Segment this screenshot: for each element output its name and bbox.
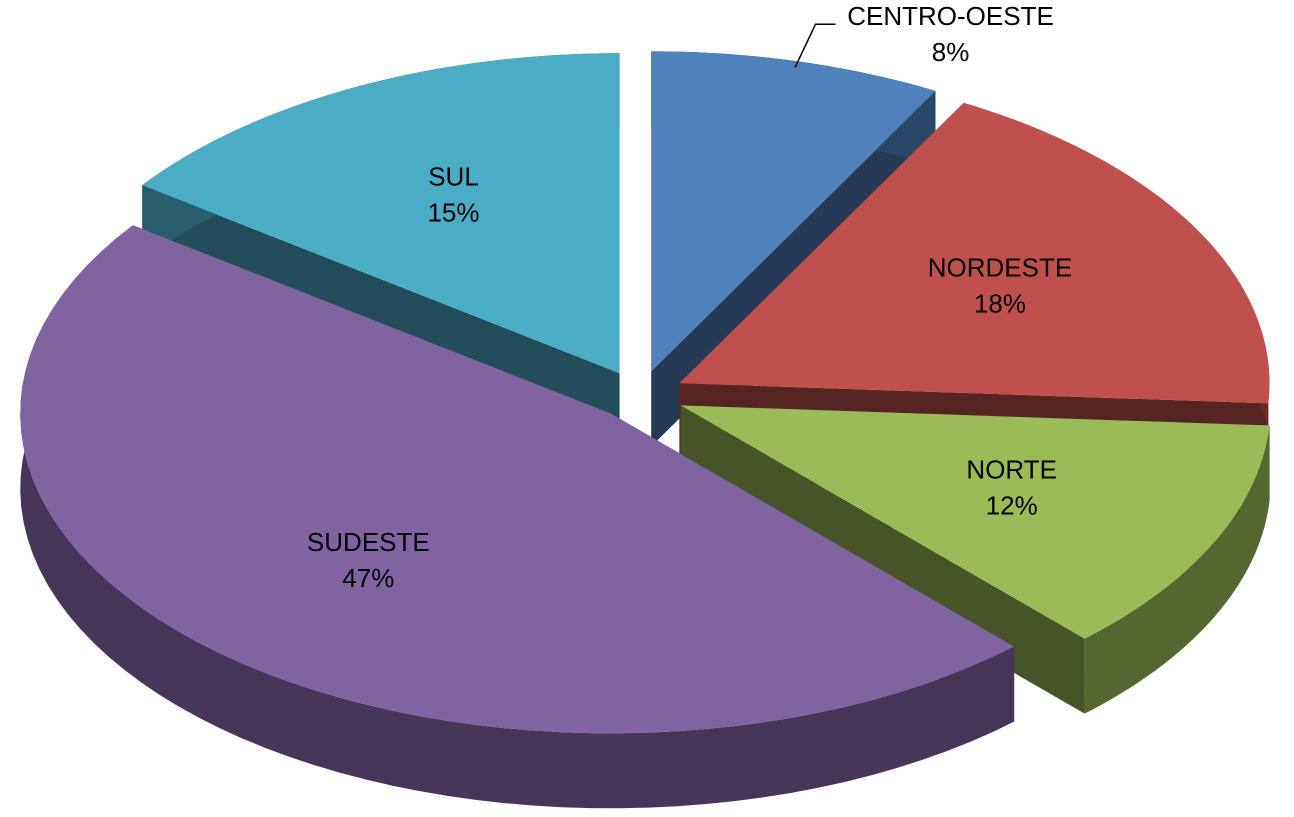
- value-label: 47%: [342, 563, 394, 593]
- slice-top: [20, 225, 1015, 734]
- category-label: CENTRO-OESTE: [847, 1, 1054, 31]
- leader-line: [794, 23, 836, 68]
- category-label: NORTE: [966, 455, 1057, 485]
- category-label: SUL: [428, 161, 479, 191]
- slice-top: [680, 405, 1270, 639]
- slice: [20, 225, 1015, 809]
- value-label: 8%: [932, 37, 970, 67]
- category-label: SUDESTE: [307, 527, 430, 557]
- slice-top: [142, 53, 620, 374]
- slice-top: [679, 102, 1270, 404]
- slice-top: [651, 51, 936, 372]
- slice-rim: [1084, 425, 1270, 714]
- value-label: 18%: [974, 289, 1026, 319]
- category-label: NORDESTE: [928, 253, 1072, 283]
- value-label: 12%: [986, 491, 1038, 521]
- value-label: 15%: [427, 197, 479, 227]
